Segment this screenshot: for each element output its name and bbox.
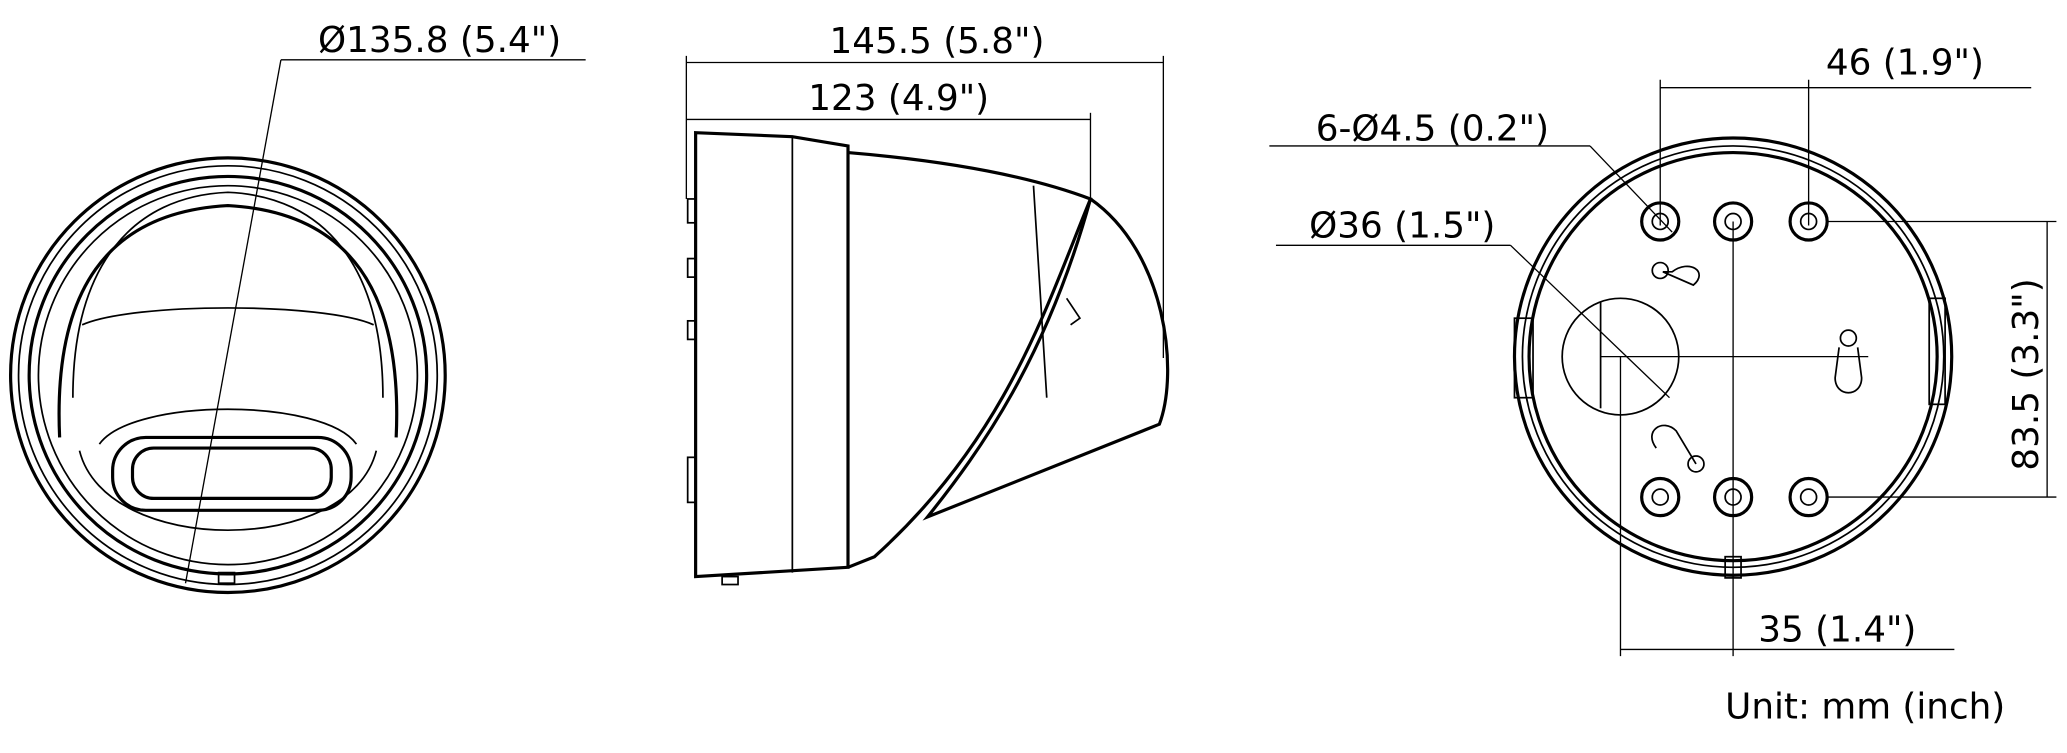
hole-diameter-label: 6-Ø4.5 (0.2") <box>1316 109 1549 150</box>
offset-label: 35 (1.4") <box>1758 610 1916 651</box>
unit-label: Unit: mm (inch) <box>1725 686 2005 727</box>
front-view: Ø135.8 (5.4") <box>9 20 586 595</box>
total-length-label: 145.5 (5.8") <box>829 21 1044 62</box>
side-view: 145.5 (5.8") 123 (4.9") <box>685 21 1170 586</box>
vertical-spacing-label: 83.5 (3.3") <box>2006 278 2047 470</box>
mounting-holes <box>1640 201 1829 518</box>
base-view: 46 (1.9") 6-Ø4.5 (0.2") Ø36 (1.5") 83.5 … <box>1269 42 2057 657</box>
cable-hole-label: Ø36 (1.5") <box>1309 205 1495 246</box>
front-diameter-label: Ø135.8 (5.4") <box>318 20 561 61</box>
hole-spacing-label: 46 (1.9") <box>1826 42 1984 83</box>
base-length-label: 123 (4.9") <box>808 78 989 119</box>
